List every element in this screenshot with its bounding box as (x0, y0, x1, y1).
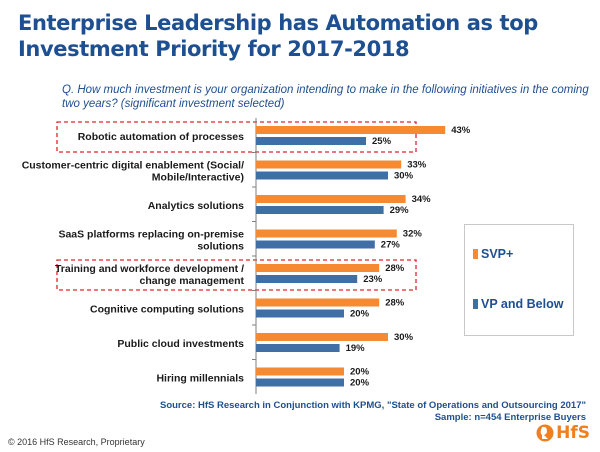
data-label-vp-below: 30% (394, 171, 414, 182)
bar-vp-below (256, 344, 340, 352)
category-label: Robotic automation of processes (78, 131, 244, 143)
category-label: Cognitive computing solutions (90, 304, 244, 316)
chart-legend: SVP+ VP and Below (464, 224, 574, 336)
legend-item-vp-below: VP and Below (473, 297, 563, 311)
data-label-vp-below: 27% (381, 240, 401, 251)
bar-vp-below (256, 240, 375, 249)
data-label-svp: 28% (385, 298, 405, 309)
bar-vp-below (256, 206, 384, 214)
hfs-logo: HfS (536, 423, 590, 443)
bar-vp-below (256, 309, 344, 318)
bar-vp-below (256, 171, 388, 180)
bar-svp (256, 126, 446, 134)
category-label: Analytics solutions (148, 200, 244, 212)
data-label-svp: 30% (394, 332, 414, 343)
data-label-svp: 34% (412, 194, 432, 205)
data-label-vp-below: 19% (346, 343, 366, 354)
bar-vp-below (256, 378, 344, 387)
category-label: Mobile/Interactive) (152, 172, 244, 184)
data-label-vp-below: 20% (350, 378, 370, 389)
category-label: Public cloud investments (117, 338, 244, 350)
bar-vp-below (256, 137, 366, 145)
bar-chart: Robotic automation of processes 43% 25% Cus… (22, 118, 471, 394)
bar-svp (256, 264, 380, 272)
legend-swatch-svp (473, 249, 478, 259)
bar-svp (256, 367, 344, 376)
category-label: Training and workforce development / (55, 263, 244, 275)
highlight-box (56, 121, 417, 153)
legend-label-vp-below: VP and Below (481, 297, 564, 311)
data-label-svp: 43% (451, 125, 471, 136)
bar-svp (256, 229, 397, 238)
data-label-svp: 20% (350, 367, 370, 378)
category-label: change management (140, 275, 245, 287)
category-label: solutions (197, 241, 244, 253)
data-label-svp: 32% (403, 229, 423, 240)
data-label-svp: 28% (385, 263, 405, 274)
sample-line: Sample: n=454 Enterprise Buyers (434, 412, 586, 423)
survey-question: Q. How much investment is your organizat… (62, 84, 589, 110)
page-title: Enterprise Leadership has Automation as … (18, 11, 538, 61)
logo-text: HfS (556, 423, 590, 443)
data-label-vp-below: 23% (363, 274, 383, 285)
legend-label-svp: SVP+ (481, 247, 514, 261)
data-label-vp-below: 20% (350, 309, 370, 320)
bar-vp-below (256, 275, 358, 283)
bar-svp (256, 298, 380, 307)
data-label-vp-below: 29% (390, 205, 410, 216)
highlight-box (56, 259, 417, 291)
category-label: Customer-centric digital enablement (Soc… (22, 160, 244, 172)
legend-swatch-vp-below (473, 299, 478, 309)
source-line: Source: HfS Research in Conjunction with… (159, 400, 586, 411)
legend-item-svp: SVP+ (473, 247, 513, 261)
data-label-svp: 33% (407, 160, 427, 171)
category-label: SaaS platforms replacing on-premise (58, 229, 244, 241)
logo-figure-icon (536, 424, 554, 442)
data-label-vp-below: 25% (372, 136, 392, 147)
source-note: Source: HfS Research in Conjunction with… (160, 400, 586, 424)
bar-svp (256, 333, 388, 341)
bar-svp (256, 160, 402, 169)
bar-svp (256, 195, 406, 203)
category-label: Hiring millennials (156, 373, 244, 385)
copyright-text: © 2016 HfS Research, Proprietary (8, 437, 145, 447)
